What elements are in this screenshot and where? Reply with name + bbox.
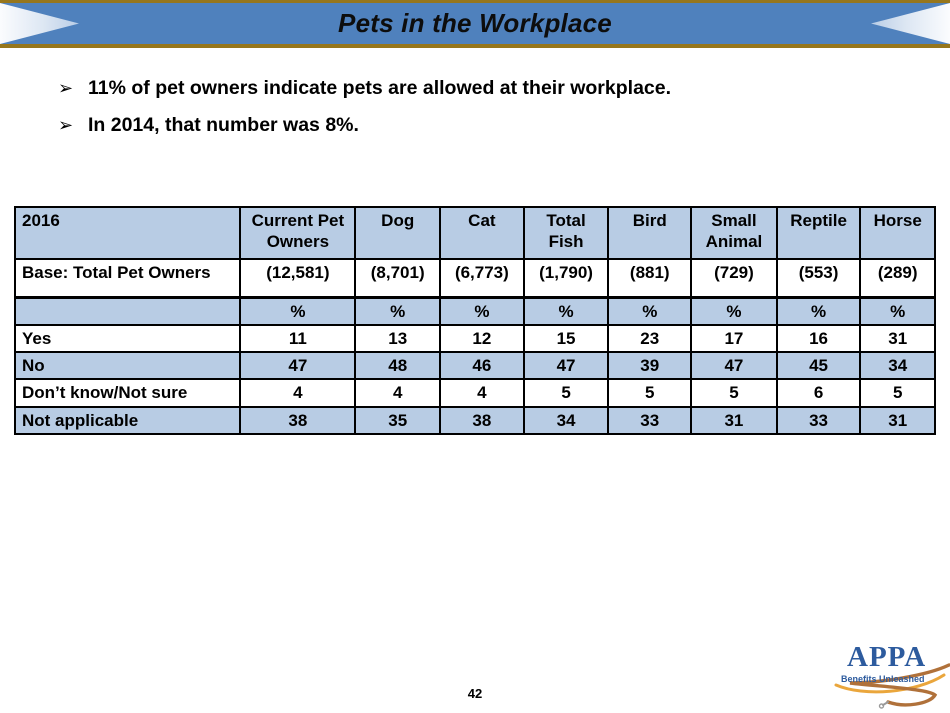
table-header-cell: Total Fish xyxy=(522,206,610,260)
table-cell: 31 xyxy=(690,405,778,435)
table-cell: 12 xyxy=(439,323,525,354)
table-header-cell: Bird xyxy=(607,206,693,260)
table-cell: 4 xyxy=(239,378,357,408)
table-header-cell: Horse xyxy=(859,206,936,260)
bullet-item: ➢ In 2014, that number was 8%. xyxy=(58,114,925,137)
row-label: No xyxy=(13,350,242,381)
bullet-text: In 2014, that number was 8%. xyxy=(88,114,359,137)
table-cell: 5 xyxy=(607,378,693,408)
table-cell: 6 xyxy=(775,378,862,408)
logo-tagline: Benefits Unleashed xyxy=(841,674,925,684)
table-cell: 17 xyxy=(690,323,778,354)
row-label xyxy=(13,296,242,326)
table-row-not-applicable: Not applicable 38 35 38 34 33 31 33 31 xyxy=(13,405,936,435)
arrow-bullet-icon: ➢ xyxy=(58,115,74,136)
table-cell: 5 xyxy=(690,378,778,408)
table-cell: 5 xyxy=(522,378,610,408)
table-row-yes: Yes 11 13 12 15 23 17 16 31 xyxy=(13,323,936,354)
table-cell: 33 xyxy=(607,405,693,435)
table-cell: 31 xyxy=(859,405,936,435)
table-cell: 5 xyxy=(859,378,936,408)
table-cell: 38 xyxy=(239,405,357,435)
table-cell: 46 xyxy=(439,350,525,381)
bullet-item: ➢ 11% of pet owners indicate pets are al… xyxy=(58,77,925,100)
table-cell: 4 xyxy=(439,378,525,408)
page-number: 42 xyxy=(467,686,483,701)
table-header-cell: Dog xyxy=(354,206,442,260)
table-cell: 23 xyxy=(607,323,693,354)
arrow-bullet-icon: ➢ xyxy=(58,78,74,98)
table-header-cell: Reptile xyxy=(775,206,862,260)
table-cell: 34 xyxy=(522,405,610,435)
table-cell: 11 xyxy=(239,323,357,354)
table-cell: 47 xyxy=(522,350,610,381)
table-row-base: Base: Total Pet Owners (12,581) (8,701) … xyxy=(13,258,936,299)
table-header-row: 2016 Current Pet Owners Dog Cat Total Fi… xyxy=(13,206,936,260)
table-row-dont-know: Don’t know/Not sure 4 4 4 5 5 5 6 5 xyxy=(13,378,936,408)
table-cell: 33 xyxy=(775,405,862,435)
row-label: Not applicable xyxy=(13,405,242,435)
table-cell: % xyxy=(439,296,525,326)
table-cell: (289) xyxy=(859,258,936,299)
table-cell: % xyxy=(354,296,442,326)
table-cell: (729) xyxy=(690,258,778,299)
table-cell: % xyxy=(522,296,610,326)
table-cell: 13 xyxy=(354,323,442,354)
banner-right-chevron-icon xyxy=(871,3,950,44)
table-cell: (881) xyxy=(607,258,693,299)
row-label: Yes xyxy=(13,323,242,354)
bullet-text: 11% of pet owners indicate pets are allo… xyxy=(88,77,672,99)
table-header-cell: Current Pet Owners xyxy=(239,206,357,260)
table-cell: (12,581) xyxy=(239,258,357,299)
logo-wordmark: APPA xyxy=(847,641,927,673)
table-cell: % xyxy=(690,296,778,326)
table-cell: 47 xyxy=(690,350,778,381)
data-table: 2016 Current Pet Owners Dog Cat Total Fi… xyxy=(13,206,936,435)
table-header-cell: Small Animal xyxy=(690,206,778,260)
title-banner: Pets in the Workplace xyxy=(0,0,950,48)
table-cell: 31 xyxy=(859,323,936,354)
table-cell: % xyxy=(775,296,862,326)
table-cell: (6,773) xyxy=(439,258,525,299)
table-cell: 35 xyxy=(354,405,442,435)
table-cell: % xyxy=(239,296,357,326)
banner-left-chevron-icon xyxy=(0,3,79,44)
table-cell: 16 xyxy=(775,323,862,354)
appa-logo: APPA Benefits Unleashed xyxy=(830,643,950,713)
table-header-cell: 2016 xyxy=(13,206,242,260)
row-label: Base: Total Pet Owners xyxy=(13,258,242,299)
table-header-cell: Cat xyxy=(439,206,525,260)
table-cell: 4 xyxy=(354,378,442,408)
table-cell: (8,701) xyxy=(354,258,442,299)
table-cell: (1,790) xyxy=(522,258,610,299)
table-cell: % xyxy=(607,296,693,326)
table-cell: 48 xyxy=(354,350,442,381)
table-cell: 38 xyxy=(439,405,525,435)
row-label: Don’t know/Not sure xyxy=(13,378,242,408)
table-row-no: No 47 48 46 47 39 47 45 34 xyxy=(13,350,936,381)
table-cell: 47 xyxy=(239,350,357,381)
table-cell: % xyxy=(859,296,936,326)
table-cell: (553) xyxy=(775,258,862,299)
table-cell: 39 xyxy=(607,350,693,381)
bullet-list: ➢ 11% of pet owners indicate pets are al… xyxy=(58,77,925,152)
table-cell: 34 xyxy=(859,350,936,381)
slide-title: Pets in the Workplace xyxy=(338,8,612,38)
table-cell: 15 xyxy=(522,323,610,354)
table-row-percent: % % % % % % % % xyxy=(13,296,936,326)
table-cell: 45 xyxy=(775,350,862,381)
